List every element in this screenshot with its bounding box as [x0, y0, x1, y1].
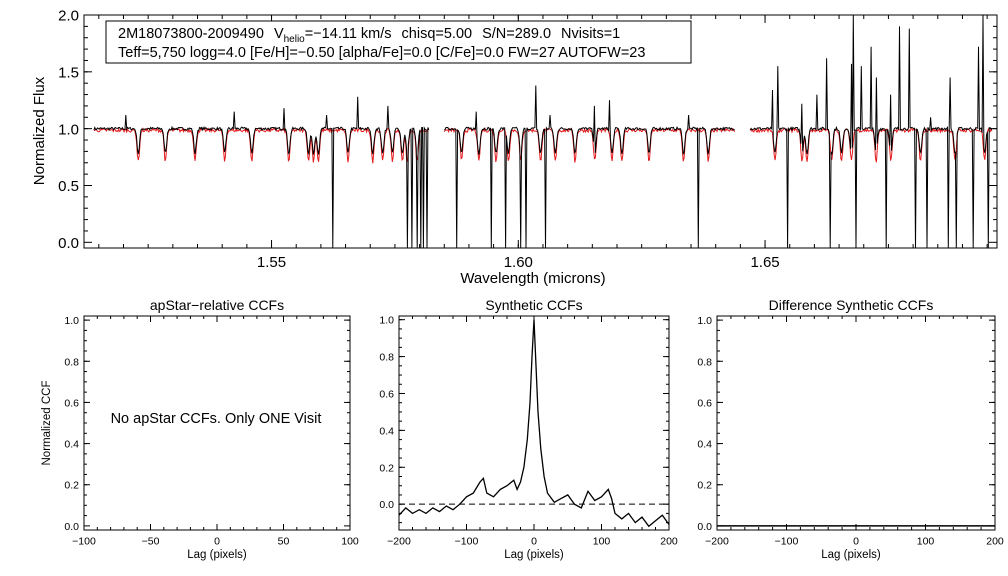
synthetic-xlabel: Lag (pixels)	[504, 549, 564, 561]
x-tick-label: 100	[593, 536, 611, 548]
x-tick-label: −100	[72, 536, 96, 548]
y-tick-label: 0.0	[697, 521, 712, 533]
spectrum-panel: 1.55 1.60 1.65 0.0 0.5 1.0 1.5 2.0 2M18073800-2…	[31, 8, 998, 287]
observed-spectrum-line	[93, 14, 993, 249]
y-tick-label: 0.6	[64, 397, 79, 409]
x-tick-label: 0	[531, 536, 537, 548]
synthetic-title: Synthetic CCFs	[485, 297, 582, 313]
y-tick-label: 0.0	[58, 235, 79, 252]
y-tick-label: 0.2	[64, 480, 79, 492]
star-id: 2M18073800-2009490	[118, 26, 264, 42]
synthetic-ccf-plot	[398, 319, 670, 528]
y-tick-label: 0.0	[379, 499, 394, 511]
x-tick-label: 100	[341, 536, 359, 548]
apstar-title: apStar−relative CCFs	[150, 297, 284, 313]
difference-xlabel: Lag (pixels)	[821, 549, 881, 561]
vhelio-sub: helio	[284, 34, 306, 45]
y-tick-label: 1.0	[697, 315, 712, 327]
y-tick-label: 0.0	[64, 521, 79, 533]
info-line-1: 2M18073800-2009490 Vhelio=−14.11 km/s chis…	[118, 26, 620, 45]
x-tick-label: 100	[917, 536, 935, 548]
x-tick-label: 1.55	[257, 254, 286, 271]
y-tick-label: 1.0	[58, 121, 79, 138]
y-tick-label: 1.0	[379, 315, 394, 327]
x-tick-label: −50	[142, 536, 160, 548]
apstar-annotation: No apStar CCFs. Only ONE Visit	[111, 411, 322, 427]
y-tick-label: 1.5	[58, 65, 79, 82]
nvisits-value: Nvisits=1	[561, 26, 620, 42]
spectrum-frame	[83, 14, 998, 249]
y-tick-label: 0.5	[58, 178, 79, 195]
x-tick-label: 1.60	[504, 254, 533, 271]
x-tick-label: −200	[705, 536, 729, 548]
difference-axes: −200 −100 0 100 200 0.0 0.2 0.4 0.6 0.8 1.0	[697, 315, 1004, 547]
x-tick-label: −100	[775, 536, 799, 548]
vhelio-label: V	[274, 26, 284, 42]
info-line-2: Teff=5,750 logg=4.0 [Fe/H]=−0.50 [alpha/…	[118, 45, 645, 61]
y-tick-label: 0.4	[697, 439, 712, 451]
y-tick-label: 0.2	[697, 480, 712, 492]
apstar-ylabel: Normalized CCF	[41, 381, 53, 466]
x-tick-label: 0	[214, 536, 220, 548]
x-tick-label: 50	[278, 536, 290, 548]
apstar-ccf-panel: −100 −50 0 50 100 0.0 0.2 0.4 0.6 0.8 1.0 apStar−r…	[41, 297, 359, 561]
y-tick-label: 0.6	[379, 388, 394, 400]
synthetic-ccf-panel: −200 −100 0 100 200 0.0 0.2 0.4 0.6 0.8 1.0 Synthe…	[379, 297, 678, 561]
x-tick-label: −200	[387, 536, 411, 548]
difference-title: Difference Synthetic CCFs	[769, 297, 934, 313]
synthetic-axes: −200 −100 0 100 200 0.0 0.2 0.4 0.6 0.8 1.0	[379, 315, 678, 548]
synthetic-frame	[398, 315, 670, 531]
x-tick-label: 1.65	[750, 254, 779, 271]
model-spectrum-segment	[93, 126, 429, 164]
vhelio-value: =−14.11 km/s	[305, 26, 392, 42]
y-tick-label: 0.8	[379, 352, 394, 364]
x-tick-label: 0	[853, 536, 859, 548]
y-tick-label: 2.0	[58, 8, 79, 25]
observed-spectrum-segment	[93, 96, 430, 249]
y-tick-label: 0.8	[697, 356, 712, 368]
y-tick-label: 1.0	[64, 315, 79, 327]
y-tick-label: 0.2	[379, 462, 394, 474]
synthetic-ccf-line	[398, 319, 670, 528]
apstar-xlabel: Lag (pixels)	[187, 549, 247, 561]
difference-frame	[716, 315, 996, 531]
y-tick-label: 0.4	[379, 425, 394, 437]
snr-value: S/N=289.0	[482, 26, 551, 42]
apstar-axes: −100 −50 0 50 100 0.0 0.2 0.4 0.6 0.8 1.0	[64, 315, 359, 547]
model-spectrum-segment	[749, 127, 993, 163]
y-tick-label: 0.6	[697, 397, 712, 409]
observed-spectrum-segment	[749, 14, 993, 249]
spectrum-xlabel: Wavelength (microns)	[460, 270, 605, 287]
x-tick-label: 200	[660, 536, 678, 548]
info-box	[105, 20, 692, 64]
observed-spectrum-segment	[444, 85, 735, 249]
spectrum-axes: 1.55 1.60 1.65 0.0 0.5 1.0 1.5 2.0	[58, 8, 997, 271]
y-tick-label: 0.8	[64, 356, 79, 368]
x-tick-label: 200	[986, 536, 1004, 548]
model-spectrum-segment	[443, 127, 736, 163]
x-tick-label: −100	[455, 536, 479, 548]
difference-ccf-panel: −200 −100 0 100 200 0.0 0.2 0.4 0.6 0.8 1.0 Differ…	[697, 297, 1004, 561]
y-tick-label: 0.4	[64, 439, 79, 451]
chisq-value: chisq=5.00	[402, 26, 473, 42]
spectrum-ylabel: Normalized Flux	[31, 76, 48, 185]
